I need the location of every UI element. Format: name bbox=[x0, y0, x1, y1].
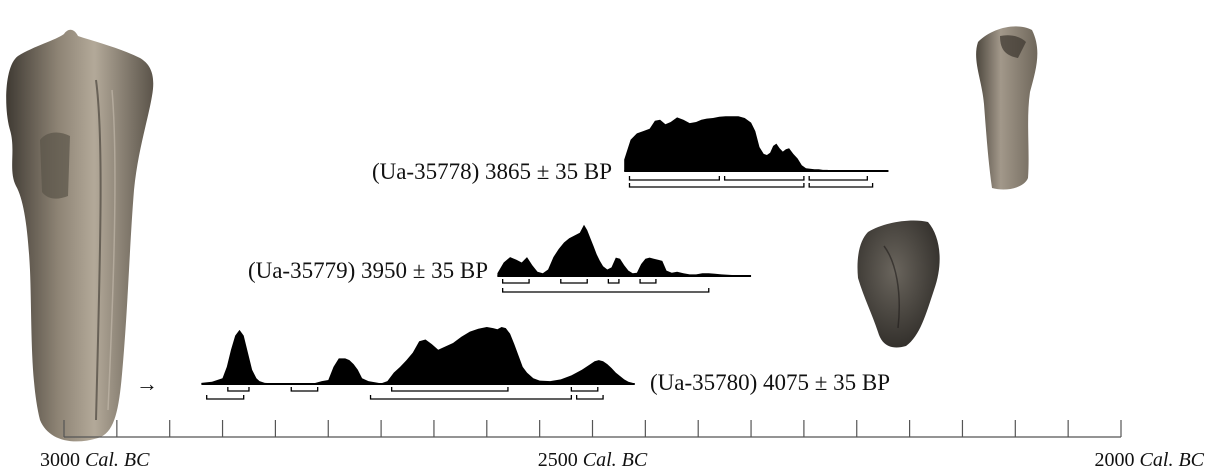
probability-distributions: (Ua-35778) 3865 ± 35 BP (Ua-35779) 3950 ±… bbox=[201, 116, 890, 400]
axis-tick-label: 3000 Cal. BC bbox=[40, 449, 150, 471]
sample-label: (Ua-35780) 4075 ± 35 BP bbox=[650, 370, 890, 395]
axis-tick-label-unit: Cal. BC bbox=[583, 449, 648, 471]
arrow-marker: → bbox=[136, 371, 158, 396]
sample-label: (Ua-35778) 3865 ± 35 BP bbox=[372, 159, 612, 184]
confidence-interval-bar bbox=[290, 387, 319, 392]
confidence-interval-bar bbox=[227, 387, 250, 392]
small-bone-fragment-image bbox=[857, 220, 940, 348]
confidence-interval-bar bbox=[369, 395, 573, 400]
confidence-interval-bar bbox=[808, 176, 868, 181]
probability-area bbox=[497, 224, 752, 276]
confidence-interval-bar bbox=[639, 279, 657, 284]
sample-distribution: (Ua-35780) 4075 ± 35 BP bbox=[201, 327, 890, 400]
upper-bone-image bbox=[976, 26, 1038, 190]
large-bone-image bbox=[6, 29, 154, 442]
confidence-interval-bar bbox=[560, 279, 588, 284]
sample-distribution: (Ua-35779) 3950 ± 35 BP bbox=[248, 224, 752, 293]
axis-tick-label-unit: Cal. BC bbox=[85, 449, 150, 471]
confidence-interval-bar bbox=[723, 176, 805, 181]
axis-tick-label-value: 3000 bbox=[40, 449, 85, 471]
confidence-interval-bar bbox=[570, 387, 599, 392]
confidence-interval-bar bbox=[502, 279, 530, 284]
probability-area bbox=[624, 116, 889, 171]
confidence-interval-bar bbox=[628, 183, 805, 188]
confidence-interval-bar bbox=[206, 395, 245, 400]
sample-label: (Ua-35779) 3950 ± 35 BP bbox=[248, 258, 488, 283]
confidence-interval-bar bbox=[575, 395, 604, 400]
sample-distribution: (Ua-35778) 3865 ± 35 BP bbox=[372, 116, 889, 188]
axis-tick-label-value: 2000 bbox=[1095, 449, 1140, 471]
axis-tick-label-unit: Cal. BC bbox=[1140, 449, 1205, 471]
x-axis: 3000 Cal. BC 2500 Cal. BC 2000 Cal. BC bbox=[40, 420, 1205, 471]
axis-tick-label: 2500 Cal. BC bbox=[538, 449, 648, 471]
confidence-interval-bar bbox=[808, 183, 874, 188]
confidence-interval-bar bbox=[502, 288, 710, 293]
confidence-interval-bar bbox=[628, 176, 720, 181]
confidence-interval-bar bbox=[607, 279, 620, 284]
probability-area bbox=[201, 327, 635, 384]
axis-tick-label-value: 2500 bbox=[538, 449, 583, 471]
confidence-interval-bar bbox=[391, 387, 509, 392]
axis-tick-label: 2000 Cal. BC bbox=[1095, 449, 1205, 471]
